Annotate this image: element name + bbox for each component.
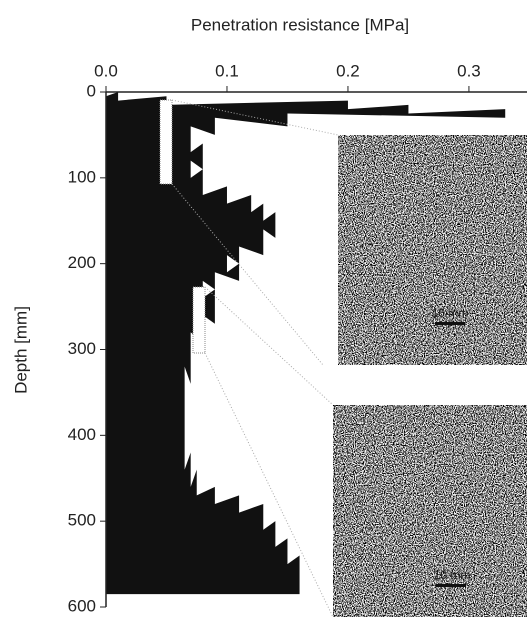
y-axis-label: Depth [mm] bbox=[11, 306, 30, 394]
y-tick-label: 0 bbox=[87, 81, 96, 100]
scale-label: 10 mm bbox=[432, 306, 469, 320]
connector bbox=[171, 183, 324, 366]
y-tick-label: 500 bbox=[68, 511, 96, 530]
scale-label: 10 mm bbox=[434, 568, 471, 582]
resistance-area bbox=[106, 92, 506, 595]
y-tick-label: 200 bbox=[68, 253, 96, 272]
inset-top bbox=[338, 135, 527, 365]
x-tick-label: 0.2 bbox=[336, 61, 360, 80]
y-tick-label: 300 bbox=[68, 339, 96, 358]
x-tick-label: 0.3 bbox=[457, 61, 481, 80]
inset-bottom bbox=[333, 405, 527, 617]
y-tick-label: 600 bbox=[68, 596, 96, 615]
connector bbox=[171, 99, 339, 136]
connector bbox=[204, 286, 334, 406]
sample-marker bbox=[159, 99, 173, 185]
x-tick-label: 0.0 bbox=[94, 61, 118, 80]
y-tick-label: 100 bbox=[68, 167, 96, 186]
chart-title: Penetration resistance [MPa] bbox=[191, 15, 409, 34]
x-tick-label: 0.1 bbox=[215, 61, 239, 80]
connector bbox=[204, 352, 334, 617]
y-tick-label: 400 bbox=[68, 425, 96, 444]
sample-marker bbox=[192, 286, 206, 354]
